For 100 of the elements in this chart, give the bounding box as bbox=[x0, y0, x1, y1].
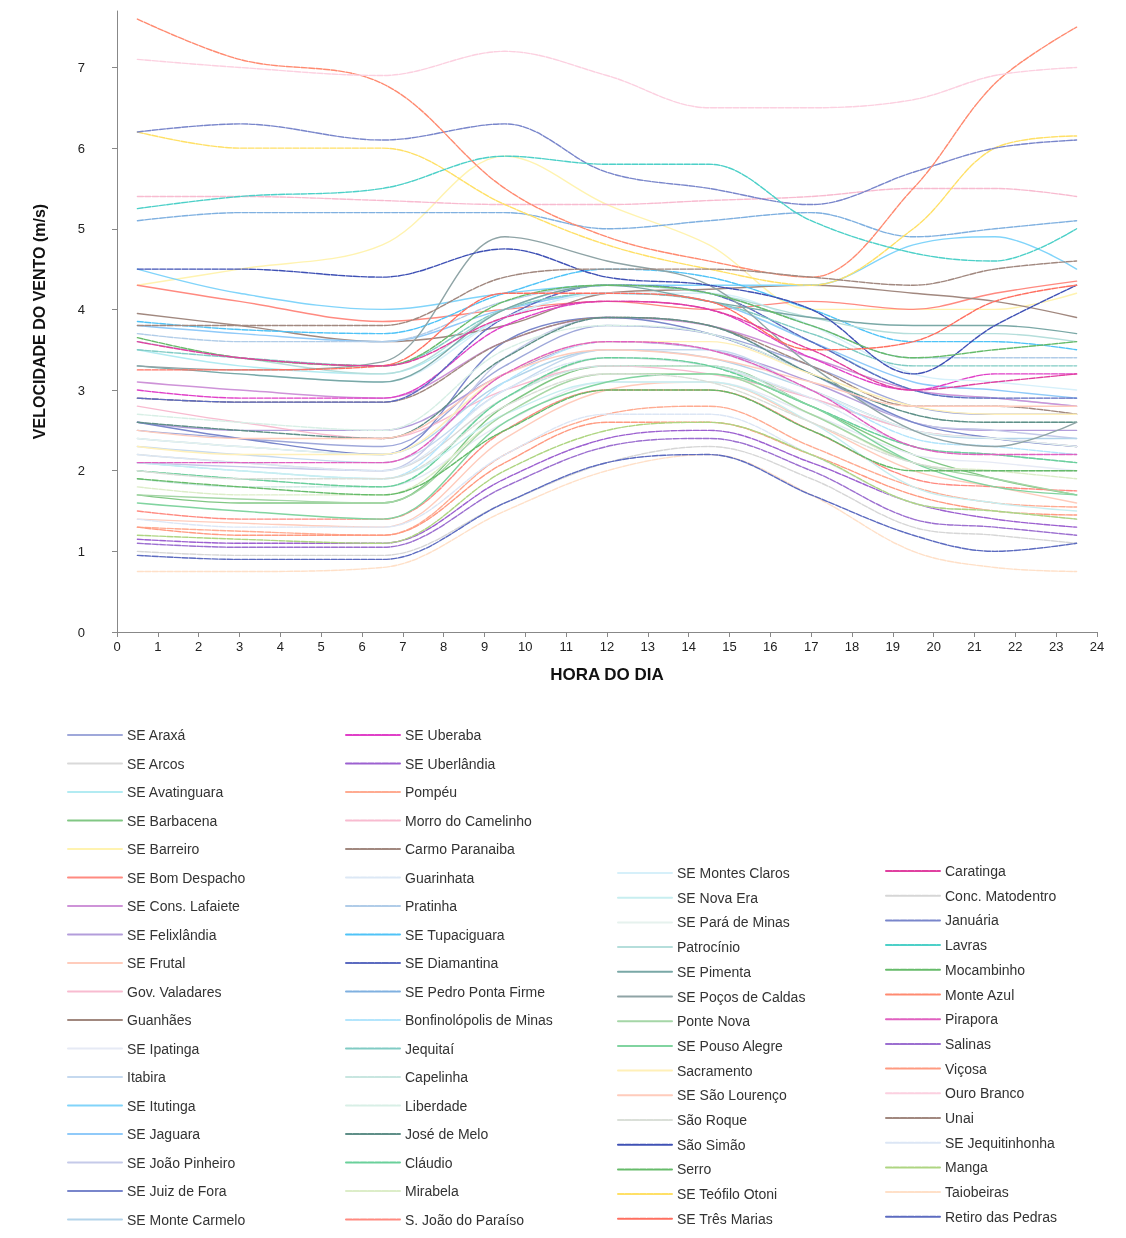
legend-label: Serro bbox=[677, 1161, 712, 1178]
legend-label: SE Pará de Minas bbox=[677, 914, 790, 931]
x-tick-label: 2 bbox=[195, 639, 203, 654]
x-tick-label: 13 bbox=[640, 639, 656, 654]
x-tick-label: 15 bbox=[722, 639, 737, 654]
legend-label: Salinas bbox=[945, 1035, 991, 1052]
legend-label: SE Jequitinhonha bbox=[945, 1134, 1055, 1151]
legend-label: SE Uberaba bbox=[405, 727, 482, 743]
legend-label: Monte Azul bbox=[945, 986, 1015, 1003]
x-tick-label: 10 bbox=[518, 639, 533, 654]
x-tick-label: 8 bbox=[440, 639, 448, 654]
legend-label: SE Três Marias bbox=[677, 1210, 773, 1227]
x-tick-label: 16 bbox=[763, 639, 778, 654]
legend-label: Guarinhata bbox=[405, 869, 475, 886]
legend-label: Mirabela bbox=[405, 1183, 459, 1199]
legend-label: SE São Lourenço bbox=[677, 1087, 787, 1104]
line-series bbox=[136, 123, 1078, 206]
x-tick-label: 19 bbox=[885, 639, 901, 654]
line-series bbox=[136, 248, 1078, 375]
line-series bbox=[136, 50, 1078, 109]
x-tick-label: 5 bbox=[317, 639, 325, 654]
x-tick-label: 20 bbox=[926, 639, 941, 654]
legend-label: SE Teófilo Otoni bbox=[677, 1186, 778, 1203]
line-series bbox=[136, 18, 1078, 278]
legend-label: SE Montes Claros bbox=[677, 865, 790, 881]
line-series bbox=[136, 211, 1078, 238]
legend-label: SE Araxá bbox=[127, 727, 186, 743]
legend-label: Manga bbox=[945, 1159, 989, 1176]
legend-label: SE Arcos bbox=[127, 755, 185, 772]
line-series bbox=[136, 187, 1078, 206]
legend-label: SE João Pinheiro bbox=[127, 1154, 236, 1171]
x-tick-label: 4 bbox=[276, 639, 284, 654]
x-tick-label: 7 bbox=[399, 639, 407, 654]
legend-label: Liberdade bbox=[405, 1097, 468, 1114]
legend-label: SE Barbacena bbox=[127, 812, 218, 829]
legend-label: Mocambinho bbox=[945, 961, 1026, 978]
line-series bbox=[136, 236, 1078, 448]
legend-label: José de Melo bbox=[405, 1126, 489, 1142]
y-tick-label: 4 bbox=[77, 301, 85, 317]
legend-label: SE Bom Despacho bbox=[127, 869, 246, 886]
legend-label: Patrocínio bbox=[677, 939, 741, 956]
legend-label: Morro do Camelinho bbox=[405, 812, 533, 829]
line-series bbox=[136, 280, 1078, 323]
legend-label: Ponte Nova bbox=[677, 1013, 751, 1030]
legend-label: Caratinga bbox=[945, 863, 1006, 879]
legend-label: Capelinha bbox=[405, 1069, 469, 1085]
x-tick-label: 17 bbox=[803, 639, 819, 654]
y-tick-label: 0 bbox=[77, 624, 85, 640]
legend-label: Cláudio bbox=[405, 1154, 453, 1171]
legend-label: SE Tupaciguara bbox=[405, 926, 505, 943]
x-tick-label: 11 bbox=[559, 639, 573, 654]
x-tick-label: 0 bbox=[113, 639, 121, 654]
legend-label: Gov. Valadares bbox=[127, 983, 222, 1000]
y-tick-label: 1 bbox=[77, 543, 85, 559]
x-tick-label: 14 bbox=[681, 639, 696, 654]
legend-label: SE Barreiro bbox=[127, 841, 200, 857]
legend-label: Pompéu bbox=[405, 784, 458, 800]
x-tick-label: 6 bbox=[358, 639, 366, 654]
legend-label: SE Diamantina bbox=[405, 955, 499, 971]
legend-label: SE Juiz de Fora bbox=[127, 1183, 227, 1199]
legend-label: Sacramento bbox=[677, 1062, 753, 1079]
x-tick-label: 9 bbox=[480, 639, 489, 654]
legend-label: Taiobeiras bbox=[945, 1184, 1009, 1201]
legend-label: SE Cons. Lafaiete bbox=[127, 898, 241, 914]
y-axis-title: VELOCIDADE DO VENTO (m/s) bbox=[30, 203, 48, 440]
legend-label: SE Jaguara bbox=[127, 1126, 201, 1142]
line-series bbox=[136, 131, 1078, 286]
legend-label: Bonfinolópolis de Minas bbox=[405, 1012, 553, 1028]
legend-label: Lavras bbox=[945, 937, 988, 954]
legend-label: São Simão bbox=[677, 1136, 746, 1153]
legend-label: Jequitaí bbox=[405, 1040, 455, 1057]
legend-label: SE Frutal bbox=[127, 955, 186, 971]
legend-label: Guanhães bbox=[127, 1012, 192, 1028]
legend-label: Itabira bbox=[127, 1069, 167, 1085]
x-tick-label: 12 bbox=[599, 639, 615, 654]
y-tick-label: 2 bbox=[77, 463, 85, 479]
legend-label: SE Monte Carmelo bbox=[127, 1211, 246, 1228]
line-series bbox=[136, 155, 1078, 262]
x-tick-label: 3 bbox=[235, 639, 244, 654]
legend-label: SE Ipatinga bbox=[127, 1040, 200, 1057]
legend-label: S. João do Paraíso bbox=[405, 1211, 525, 1228]
legend-label: SE Nova Era bbox=[677, 889, 759, 906]
legend-label: SE Itutinga bbox=[127, 1097, 196, 1114]
x-tick-label: 24 bbox=[1089, 639, 1105, 654]
y-tick-label: 7 bbox=[77, 59, 85, 75]
x-tick-label: 21 bbox=[967, 639, 982, 654]
y-tick-label: 3 bbox=[77, 382, 85, 398]
legend-label: SE Felixlândia bbox=[127, 926, 217, 943]
x-tick-label: 23 bbox=[1048, 639, 1064, 654]
legend-label: SE Pouso Alegre bbox=[677, 1037, 784, 1054]
legend-label: São Roque bbox=[677, 1112, 748, 1128]
line-series bbox=[136, 155, 1078, 311]
line-series bbox=[136, 268, 1078, 351]
legend-label: Retiro das Pedras bbox=[945, 1208, 1058, 1225]
legend-label: SE Avatinguara bbox=[127, 784, 224, 800]
y-tick-label: 6 bbox=[77, 140, 85, 156]
legend-label: Viçosa bbox=[945, 1060, 987, 1077]
legend-label: SE Poços de Caldas bbox=[677, 988, 806, 1005]
legend-label: SE Uberlândia bbox=[405, 755, 496, 772]
legend-label: Carmo Paranaiba bbox=[405, 841, 515, 857]
